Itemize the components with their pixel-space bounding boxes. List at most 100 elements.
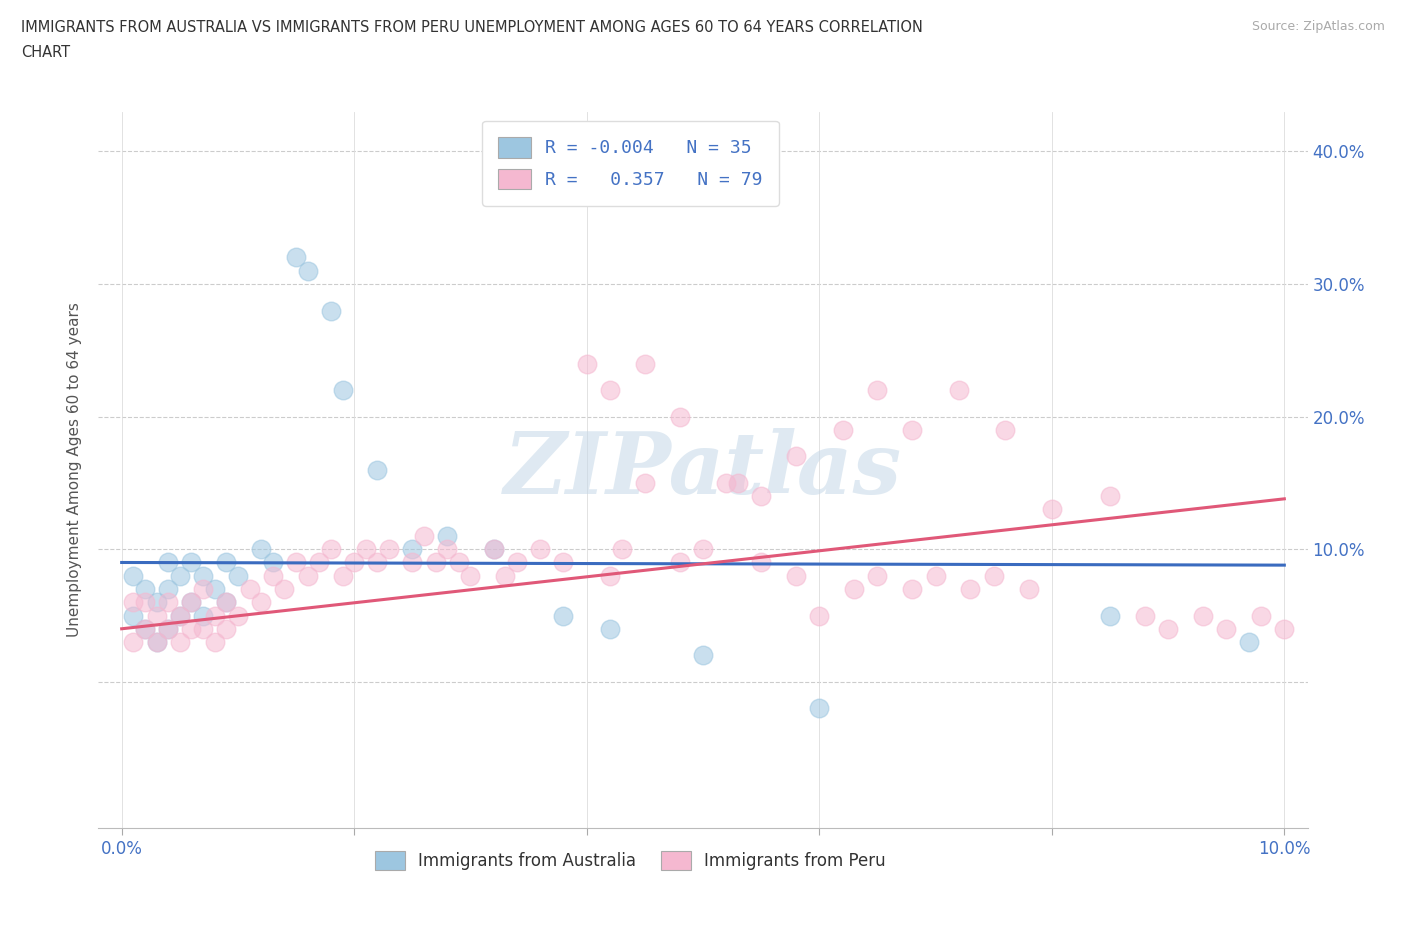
- Point: [191, 568, 214, 583]
- Point: [308, 555, 330, 570]
- Point: [599, 382, 621, 397]
- Point: [506, 555, 529, 570]
- Point: [134, 621, 156, 636]
- Point: [785, 449, 807, 464]
- Point: [239, 581, 262, 596]
- Point: [901, 581, 924, 596]
- Point: [482, 542, 505, 557]
- Point: [262, 555, 284, 570]
- Point: [634, 356, 657, 371]
- Point: [959, 581, 981, 596]
- Point: [1272, 621, 1295, 636]
- Point: [157, 555, 180, 570]
- Point: [401, 555, 423, 570]
- Point: [191, 608, 214, 623]
- Point: [901, 422, 924, 437]
- Point: [250, 595, 273, 610]
- Point: [354, 542, 377, 557]
- Point: [169, 608, 191, 623]
- Point: [1157, 621, 1180, 636]
- Point: [1018, 581, 1040, 596]
- Point: [285, 555, 308, 570]
- Point: [727, 475, 749, 490]
- Point: [436, 542, 458, 557]
- Point: [983, 568, 1005, 583]
- Point: [191, 581, 214, 596]
- Text: IMMIGRANTS FROM AUSTRALIA VS IMMIGRANTS FROM PERU UNEMPLOYMENT AMONG AGES 60 TO : IMMIGRANTS FROM AUSTRALIA VS IMMIGRANTS …: [21, 20, 922, 35]
- Point: [169, 568, 191, 583]
- Point: [716, 475, 738, 490]
- Point: [831, 422, 853, 437]
- Text: ZIPatlas: ZIPatlas: [503, 428, 903, 512]
- Point: [460, 568, 482, 583]
- Point: [204, 608, 226, 623]
- Point: [692, 542, 714, 557]
- Point: [122, 634, 145, 649]
- Point: [1239, 634, 1261, 649]
- Text: Source: ZipAtlas.com: Source: ZipAtlas.com: [1251, 20, 1385, 33]
- Point: [634, 475, 657, 490]
- Point: [401, 542, 423, 557]
- Point: [122, 568, 145, 583]
- Point: [191, 621, 214, 636]
- Point: [866, 568, 889, 583]
- Point: [553, 555, 575, 570]
- Point: [215, 555, 238, 570]
- Point: [285, 250, 308, 265]
- Point: [180, 555, 202, 570]
- Point: [215, 595, 238, 610]
- Point: [366, 462, 388, 477]
- Point: [948, 382, 970, 397]
- Point: [436, 528, 458, 543]
- Legend: Immigrants from Australia, Immigrants from Peru: Immigrants from Australia, Immigrants fr…: [368, 844, 893, 877]
- Point: [447, 555, 470, 570]
- Point: [180, 595, 202, 610]
- Point: [529, 542, 551, 557]
- Point: [169, 634, 191, 649]
- Point: [273, 581, 295, 596]
- Point: [692, 648, 714, 663]
- Point: [599, 621, 621, 636]
- Point: [844, 581, 866, 596]
- Point: [332, 382, 354, 397]
- Point: [553, 608, 575, 623]
- Point: [610, 542, 633, 557]
- Point: [425, 555, 447, 570]
- Point: [122, 595, 145, 610]
- Point: [157, 595, 180, 610]
- Point: [145, 595, 167, 610]
- Point: [262, 568, 284, 583]
- Point: [332, 568, 354, 583]
- Point: [180, 595, 202, 610]
- Point: [1040, 502, 1063, 517]
- Point: [122, 608, 145, 623]
- Point: [145, 608, 167, 623]
- Point: [180, 621, 202, 636]
- Point: [169, 608, 191, 623]
- Point: [215, 621, 238, 636]
- Point: [157, 581, 180, 596]
- Point: [808, 608, 831, 623]
- Point: [785, 568, 807, 583]
- Point: [599, 568, 621, 583]
- Point: [134, 595, 156, 610]
- Point: [366, 555, 388, 570]
- Text: CHART: CHART: [21, 45, 70, 60]
- Y-axis label: Unemployment Among Ages 60 to 64 years: Unemployment Among Ages 60 to 64 years: [67, 302, 83, 637]
- Point: [575, 356, 598, 371]
- Point: [319, 303, 342, 318]
- Point: [204, 634, 226, 649]
- Point: [924, 568, 946, 583]
- Point: [494, 568, 516, 583]
- Point: [157, 621, 180, 636]
- Point: [319, 542, 342, 557]
- Point: [749, 555, 772, 570]
- Point: [1133, 608, 1156, 623]
- Point: [343, 555, 366, 570]
- Point: [145, 634, 167, 649]
- Point: [482, 542, 505, 557]
- Point: [134, 621, 156, 636]
- Point: [1098, 608, 1121, 623]
- Point: [668, 555, 690, 570]
- Point: [297, 568, 319, 583]
